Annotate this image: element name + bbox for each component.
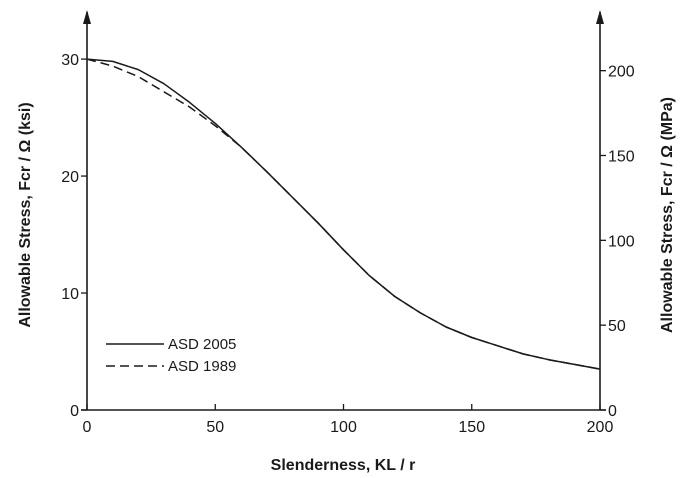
legend: ASD 2005 ASD 1989 xyxy=(106,336,236,375)
x-axis-title: Slenderness, KL / r xyxy=(271,457,416,474)
x-tick-label: 150 xyxy=(458,419,485,436)
y-axis-right-title: Allowable Stress, Fcr / Ω (MPa) xyxy=(659,97,676,333)
series-line-asd-1989 xyxy=(86,58,601,370)
axes xyxy=(81,10,606,411)
legend-label: ASD 1989 xyxy=(168,358,236,375)
y-left-tick-label: 10 xyxy=(61,286,79,303)
y-right-tick-label: 200 xyxy=(608,64,635,81)
y-axis-right-arrow xyxy=(596,10,604,24)
x-tick-label: 200 xyxy=(587,419,614,436)
y-right-tick-label: 100 xyxy=(608,233,635,250)
y-right-tick-label: 0 xyxy=(608,403,617,420)
y-right-tick-label: 50 xyxy=(608,318,626,335)
y-axis-left-arrow xyxy=(83,10,91,24)
series-group xyxy=(86,58,601,370)
y-left-tick-label: 30 xyxy=(61,52,79,69)
series-line-asd-2005 xyxy=(86,58,601,370)
y-right-tick-label: 150 xyxy=(608,148,635,165)
y-left-tick-label: 0 xyxy=(70,403,79,420)
x-tick-label: 0 xyxy=(83,419,92,436)
x-tick-label: 100 xyxy=(330,419,357,436)
legend-label: ASD 2005 xyxy=(168,336,236,353)
x-tick-label: 50 xyxy=(206,419,224,436)
y-left-tick-label: 20 xyxy=(61,169,79,186)
y-axis-left-title: Allowable Stress, Fcr / Ω (ksi) xyxy=(17,102,34,327)
